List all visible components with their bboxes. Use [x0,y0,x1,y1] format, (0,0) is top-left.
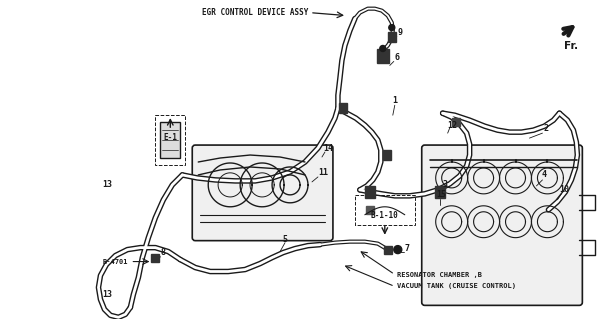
Text: B-1-10: B-1-10 [371,211,399,220]
Bar [339,103,347,113]
Text: 4: 4 [542,171,547,180]
FancyBboxPatch shape [422,145,582,305]
Text: 1: 1 [392,96,398,105]
Text: B-4701: B-4701 [103,259,128,265]
Circle shape [394,246,402,253]
Bar [152,253,159,261]
Bar [155,115,185,165]
Bar [365,186,375,198]
Bar [451,118,459,126]
Bar [388,32,396,42]
Text: 15: 15 [437,190,447,199]
Text: 7: 7 [404,244,409,253]
Text: 8: 8 [161,248,166,257]
Text: E-1: E-1 [164,133,177,142]
Text: 3: 3 [442,180,447,189]
Text: 12: 12 [448,121,458,130]
Bar [383,150,391,160]
FancyBboxPatch shape [192,145,333,241]
Text: Fr.: Fr. [564,41,579,51]
Circle shape [389,25,395,31]
Text: RESONATOR CHAMBER ,B: RESONATOR CHAMBER ,B [397,271,482,277]
Bar [366,206,374,214]
Text: 13: 13 [102,180,113,189]
Text: 11: 11 [318,168,328,178]
Text: 14: 14 [323,144,333,153]
Text: 13: 13 [102,290,113,299]
Text: 9: 9 [398,28,402,37]
Text: 2: 2 [544,124,549,132]
Bar [435,186,445,198]
Text: 10: 10 [559,185,570,194]
Bar [355,195,415,225]
Circle shape [380,45,386,52]
Text: VACUUM TANK (CRUISE CONTROL): VACUUM TANK (CRUISE CONTROL) [397,284,516,290]
Text: 5: 5 [282,235,287,244]
Text: 6: 6 [395,53,399,62]
Bar [161,122,180,158]
Bar [377,50,389,63]
Bar [384,246,392,253]
Text: EGR CONTROL DEVICE ASSY: EGR CONTROL DEVICE ASSY [202,8,308,17]
